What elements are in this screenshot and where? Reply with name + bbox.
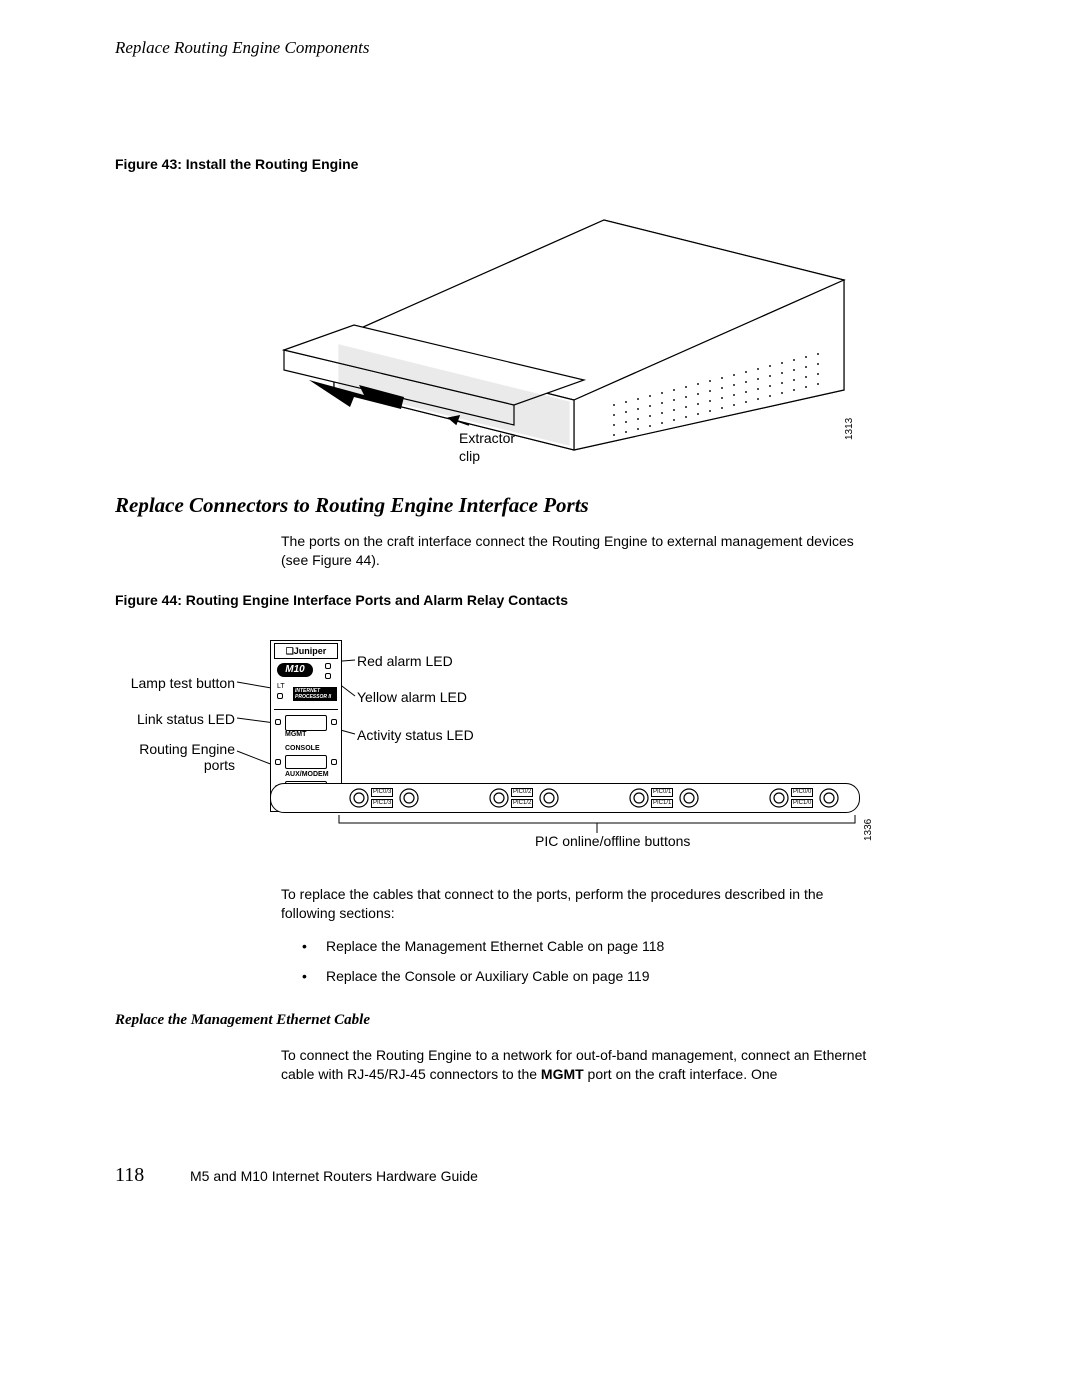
- para3-bold: MGMT: [541, 1066, 584, 1082]
- running-head: Replace Routing Engine Components: [115, 38, 369, 58]
- link-status-led-dot: [275, 719, 281, 725]
- figure-44-caption: Figure 44: Routing Engine Interface Port…: [115, 592, 568, 608]
- figure-44-refnum: 1336: [863, 819, 874, 841]
- red-alarm-led: [325, 663, 331, 669]
- router-chassis-drawing: [254, 190, 864, 470]
- figure-43-refnum: 1313: [844, 418, 855, 440]
- internet-processor-badge: INTERNETPROCESSOR II: [293, 687, 337, 701]
- yellow-alarm-led: [325, 673, 331, 679]
- lamp-test-button-dot: [277, 693, 283, 699]
- pic-online-offline-buttons-label: PIC online/offline buttons: [535, 833, 690, 850]
- model-badge: M10: [277, 663, 313, 677]
- figure-44-illustration: Lamp test button Link status LED Routing…: [115, 635, 870, 855]
- subsection-paragraph: To connect the Routing Engine to a netwo…: [281, 1046, 871, 1084]
- pic-slot-1-2: PIC1/2: [511, 799, 533, 808]
- bullet-item: • Replace the Management Ethernet Cable …: [302, 938, 862, 954]
- lt-label: LT: [277, 683, 285, 690]
- mgmt-port: [285, 715, 327, 731]
- pic-slot-0-3: PIC0/3: [371, 788, 393, 797]
- page-number: 118: [115, 1164, 144, 1187]
- page: Replace Routing Engine Components Figure…: [0, 0, 1080, 1397]
- figure-43-illustration: Extractor clip 1313: [254, 190, 864, 470]
- bullet-dot-icon: •: [302, 968, 326, 984]
- bullet-list: • Replace the Management Ethernet Cable …: [302, 938, 862, 998]
- procedures-intro-paragraph: To replace the cables that connect to th…: [281, 885, 871, 923]
- pic-slot-0-2: PIC0/2: [511, 788, 533, 797]
- section-heading: Replace Connectors to Routing Engine Int…: [115, 493, 589, 518]
- pic-slot-1-3: PIC1/3: [371, 799, 393, 808]
- footer-title: M5 and M10 Internet Routers Hardware Gui…: [190, 1168, 478, 1184]
- mgmt-label: MGMT: [285, 731, 306, 738]
- juniper-logo: ❏ Juniper: [274, 643, 338, 659]
- auxmodem-label: AUX/MODEM: [285, 771, 329, 778]
- console-label: CONSOLE: [285, 745, 320, 752]
- extractor-clip-label: Extractor clip: [459, 430, 515, 465]
- bullet-dot-icon: •: [302, 938, 326, 954]
- figure-44-leader-lines: [115, 635, 870, 855]
- bullet-text: Replace the Management Ethernet Cable on…: [326, 938, 664, 954]
- activity-status-led-dot: [331, 719, 337, 725]
- section-intro-paragraph: The ports on the craft interface connect…: [281, 532, 871, 570]
- subsection-heading: Replace the Management Ethernet Cable: [115, 1012, 370, 1029]
- pic-slot-1-1: PIC1/1: [651, 799, 673, 808]
- bullet-item: • Replace the Console or Auxiliary Cable…: [302, 968, 862, 984]
- figure-43-caption: Figure 43: Install the Routing Engine: [115, 156, 358, 172]
- pic-button-panel: PIC0/3 PIC1/3 PIC0/2 PIC1/2 PIC0/1 PIC1/…: [270, 783, 860, 813]
- pic-slot-1-0: PIC1/0: [791, 799, 813, 808]
- pic-slot-0-1: PIC0/1: [651, 788, 673, 797]
- bullet-text: Replace the Console or Auxiliary Cable o…: [326, 968, 650, 984]
- pic-slot-0-0: PIC0/0: [791, 788, 813, 797]
- para3-post: port on the craft interface. One: [584, 1066, 778, 1082]
- console-port: [285, 755, 327, 769]
